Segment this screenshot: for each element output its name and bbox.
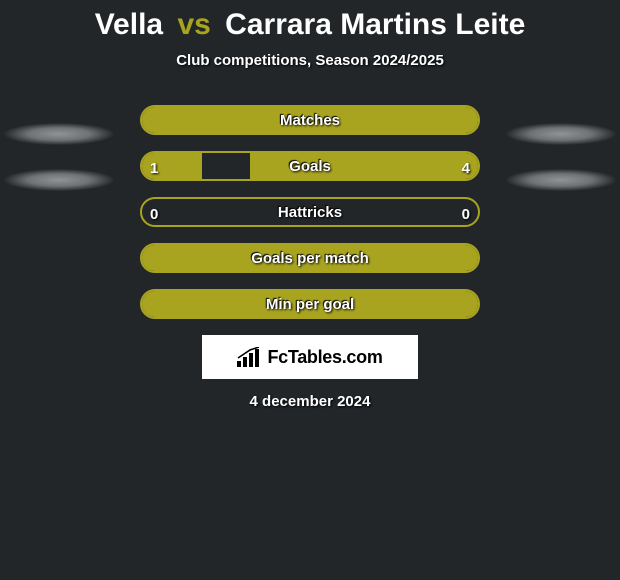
title-player1: Vella xyxy=(95,8,163,41)
title-vs: vs xyxy=(177,8,210,41)
stat-row: Goals per match xyxy=(0,243,620,273)
stat-row: 14Goals xyxy=(0,151,620,181)
bar-fill-right xyxy=(250,153,478,179)
stat-row: Matches xyxy=(0,105,620,135)
stat-value-right: 0 xyxy=(462,199,470,227)
bar-fill xyxy=(142,291,478,317)
bar-fill xyxy=(142,107,478,133)
stat-row: 0 0Hattricks xyxy=(0,197,620,227)
player-shadow-right xyxy=(506,123,616,145)
date-label: 4 december 2024 xyxy=(0,393,620,410)
stat-bar: 0 0Hattricks xyxy=(140,197,480,227)
player-shadow-left xyxy=(4,169,114,191)
comparison-infographic: Vella vs Carrara Martins Leite Club comp… xyxy=(0,0,620,580)
page-title: Vella vs Carrara Martins Leite xyxy=(0,8,620,42)
stat-label: Hattricks xyxy=(142,199,478,225)
logo-text: FcTables.com xyxy=(267,347,382,368)
source-logo: FcTables.com xyxy=(202,335,418,379)
stat-value-left: 1 xyxy=(150,153,158,181)
bars-growth-icon xyxy=(237,347,263,367)
stat-bar: 14Goals xyxy=(140,151,480,181)
player-shadow-right xyxy=(506,169,616,191)
stat-value-left: 0 xyxy=(150,199,158,227)
stat-bar: Goals per match xyxy=(140,243,480,273)
stat-bar: Matches xyxy=(140,105,480,135)
stat-bar: Min per goal xyxy=(140,289,480,319)
player-shadow-left xyxy=(4,123,114,145)
subtitle: Club competitions, Season 2024/2025 xyxy=(0,52,620,69)
bar-fill xyxy=(142,245,478,271)
logo-inner: FcTables.com xyxy=(237,347,382,368)
stat-rows: Matches14Goals00HattricksGoals per match… xyxy=(0,105,620,319)
title-player2: Carrara Martins Leite xyxy=(225,8,525,41)
stat-value-right: 4 xyxy=(462,153,470,181)
stat-row: Min per goal xyxy=(0,289,620,319)
